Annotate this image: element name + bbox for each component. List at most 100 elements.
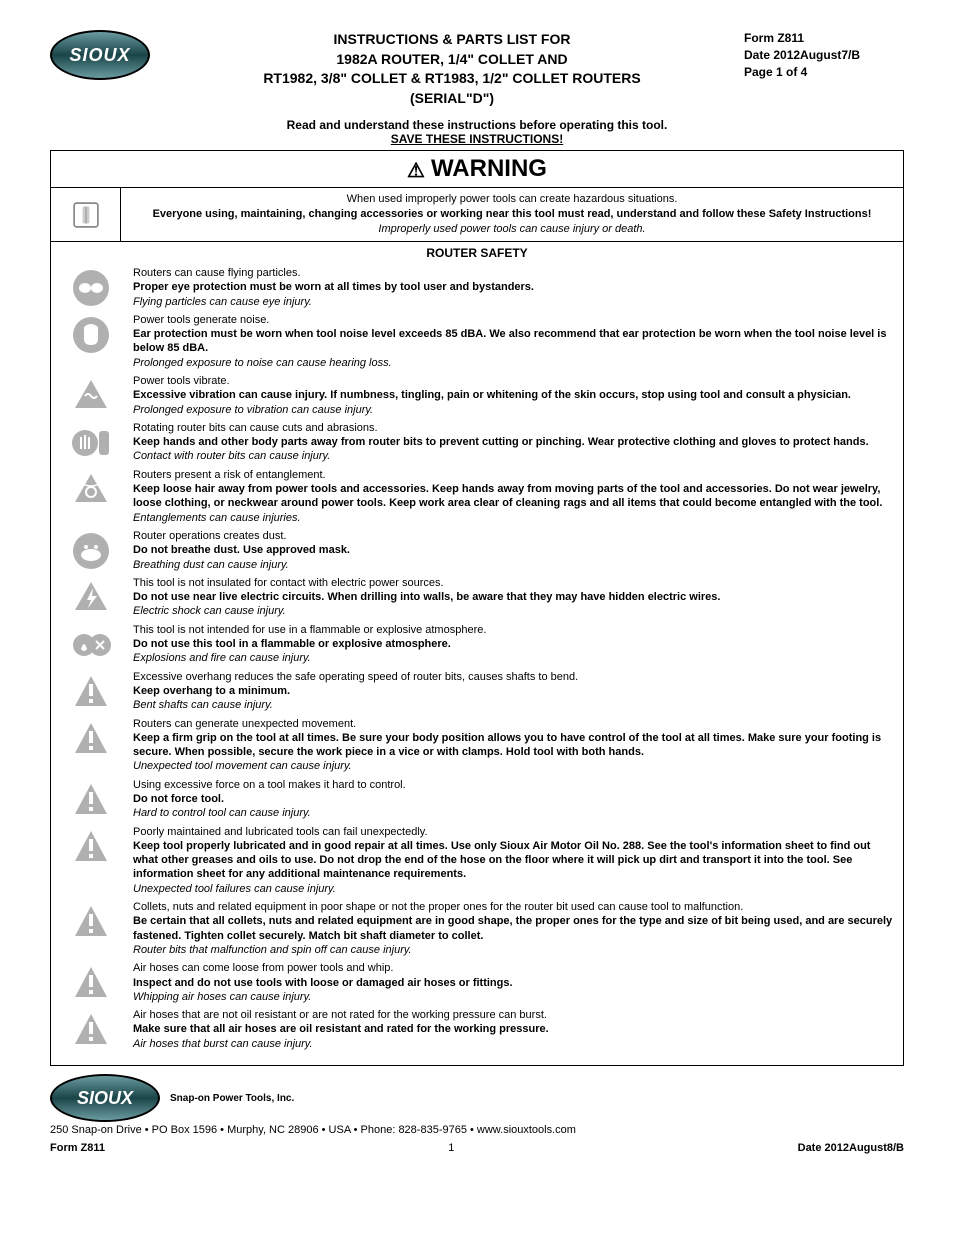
safety-hazard: Excessive overhang reduces the safe oper… (133, 670, 893, 684)
safety-item-text: Excessive overhang reduces the safe oper… (133, 670, 893, 713)
safety-consequence: Prolonged exposure to vibration can caus… (133, 403, 893, 417)
warning-label: WARNING (431, 155, 547, 182)
safety-item: Routers can cause flying particles.Prope… (61, 266, 893, 309)
safety-item: Rotating router bits can cause cuts and … (61, 421, 893, 464)
safety-action: Do not breathe dust. Use approved mask. (133, 543, 893, 557)
warn-icon (61, 825, 121, 867)
safety-list: Routers can cause flying particles.Prope… (51, 264, 903, 1065)
safety-item-text: Routers present a risk of entanglement.K… (133, 468, 893, 525)
warning-intro-row: When used improperly power tools can cre… (51, 187, 903, 242)
safety-item-text: Router operations creates dust.Do not br… (133, 529, 893, 572)
safety-action: Keep hands and other body parts away fro… (133, 435, 893, 449)
safety-action: Inspect and do not use tools with loose … (133, 976, 893, 990)
brand-logo: SIOUX (50, 30, 150, 80)
footer-address: 250 Snap-on Drive • PO Box 1596 • Murphy… (50, 1124, 904, 1136)
safety-item-text: Power tools generate noise.Ear protectio… (133, 313, 893, 370)
warning-intro-1: When used improperly power tools can cre… (129, 192, 895, 207)
subtitle: Read and understand these instructions b… (50, 118, 904, 132)
safety-item: Routers can generate unexpected movement… (61, 717, 893, 774)
safety-item-text: Collets, nuts and related equipment in p… (133, 900, 893, 957)
safety-action: Keep loose hair away from power tools an… (133, 482, 893, 511)
safety-item: Using excessive force on a tool makes it… (61, 778, 893, 821)
safety-action: Proper eye protection must be worn at al… (133, 280, 893, 294)
warning-triangle-icon: ⚠ (407, 158, 425, 183)
safety-item: Air hoses that are not oil resistant or … (61, 1008, 893, 1051)
safety-consequence: Contact with router bits can cause injur… (133, 449, 893, 463)
safety-consequence: Flying particles can cause eye injury. (133, 295, 893, 309)
safety-hazard: Routers present a risk of entanglement. (133, 468, 893, 482)
safety-hazard: This tool is not insulated for contact w… (133, 576, 893, 590)
safety-action: Keep overhang to a minimum. (133, 684, 893, 698)
safety-consequence: Electric shock can cause injury. (133, 604, 893, 618)
safety-consequence: Explosions and fire can cause injury. (133, 651, 893, 665)
safety-item: Poorly maintained and lubricated tools c… (61, 825, 893, 896)
safety-action: Ear protection must be worn when tool no… (133, 327, 893, 356)
safety-consequence: Router bits that malfunction and spin of… (133, 943, 893, 957)
safety-hazard: Rotating router bits can cause cuts and … (133, 421, 893, 435)
goggles-icon (61, 266, 121, 308)
safety-hazard: Power tools vibrate. (133, 374, 893, 388)
safety-consequence: Entanglements can cause injuries. (133, 511, 893, 525)
footer-logo-row: SIOUX Snap-on Power Tools, Inc. (50, 1074, 904, 1122)
router-safety-title: ROUTER SAFETY (51, 242, 903, 264)
footer-date: Date 2012August8/B (798, 1142, 904, 1154)
title-line-3: RT1982, 3/8" COLLET & RT1983, 1/2" COLLE… (175, 69, 729, 89)
safety-consequence: Whipping air hoses can cause injury. (133, 990, 893, 1004)
safety-consequence: Unexpected tool failures can cause injur… (133, 882, 893, 896)
safety-action: Keep tool properly lubricated and in goo… (133, 839, 893, 882)
title-block: INSTRUCTIONS & PARTS LIST FOR 1982A ROUT… (175, 30, 729, 108)
vibration-icon (61, 374, 121, 416)
safety-consequence: Breathing dust can cause injury. (133, 558, 893, 572)
safety-item-text: Power tools vibrate.Excessive vibration … (133, 374, 893, 417)
footer-page-num: 1 (448, 1142, 454, 1154)
fire-icon (61, 623, 121, 665)
safety-action: Be certain that all collets, nuts and re… (133, 914, 893, 943)
safety-consequence: Bent shafts can cause injury. (133, 698, 893, 712)
safety-item-text: This tool is not intended for use in a f… (133, 623, 893, 666)
safety-action: Do not use near live electric circuits. … (133, 590, 893, 604)
safety-item: Air hoses can come loose from power tool… (61, 961, 893, 1004)
safety-action: Do not force tool. (133, 792, 893, 806)
warn-icon (61, 961, 121, 1003)
footer-bottom-row: Form Z811 1 Date 2012August8/B (50, 1142, 904, 1154)
warning-box: ⚠WARNING When used improperly power tool… (50, 150, 904, 1066)
warn-icon (61, 670, 121, 712)
safety-item: This tool is not intended for use in a f… (61, 623, 893, 666)
warn-icon (61, 1008, 121, 1050)
warn-icon (61, 778, 121, 820)
warning-header: ⚠WARNING (51, 151, 903, 187)
safety-action: Keep a firm grip on the tool at all time… (133, 731, 893, 760)
safety-hazard: Routers can generate unexpected movement… (133, 717, 893, 731)
form-number: Form Z811 (744, 30, 904, 47)
safety-hazard: This tool is not intended for use in a f… (133, 623, 893, 637)
page-header: SIOUX INSTRUCTIONS & PARTS LIST FOR 1982… (50, 30, 904, 108)
serial-line: (SERIAL"D") (175, 89, 729, 109)
meta-block: Form Z811 Date 2012August7/B Page 1 of 4 (744, 30, 904, 80)
safety-hazard: Router operations creates dust. (133, 529, 893, 543)
safety-consequence: Prolonged exposure to noise can cause he… (133, 356, 893, 370)
safety-item: Excessive overhang reduces the safe oper… (61, 670, 893, 713)
title-line-2: 1982A ROUTER, 1/4" COLLET AND (175, 50, 729, 70)
mask-icon (61, 529, 121, 571)
safety-action: Do not use this tool in a flammable or e… (133, 637, 893, 651)
safety-item-text: Routers can generate unexpected movement… (133, 717, 893, 774)
safety-item: Router operations creates dust.Do not br… (61, 529, 893, 572)
footer-form: Form Z811 (50, 1142, 105, 1154)
logo-container: SIOUX (50, 30, 160, 80)
safety-hazard: Air hoses that are not oil resistant or … (133, 1008, 893, 1022)
safety-action: Excessive vibration can cause injury. If… (133, 388, 893, 402)
form-date: Date 2012August7/B (744, 47, 904, 64)
save-instructions: SAVE THESE INSTRUCTIONS! (50, 132, 904, 146)
safety-item: This tool is not insulated for contact w… (61, 576, 893, 619)
safety-consequence: Hard to control tool can cause injury. (133, 806, 893, 820)
electric-icon (61, 576, 121, 618)
warning-intro-2: Everyone using, maintaining, changing ac… (129, 207, 895, 222)
safety-consequence: Unexpected tool movement can cause injur… (133, 759, 893, 773)
safety-item: Power tools vibrate.Excessive vibration … (61, 374, 893, 417)
page-of: Page 1 of 4 (744, 64, 904, 81)
safety-item-text: Routers can cause flying particles.Prope… (133, 266, 893, 309)
safety-consequence: Air hoses that burst can cause injury. (133, 1037, 893, 1051)
safety-item-text: Poorly maintained and lubricated tools c… (133, 825, 893, 896)
safety-item: Power tools generate noise.Ear protectio… (61, 313, 893, 370)
title-line-1: INSTRUCTIONS & PARTS LIST FOR (175, 30, 729, 50)
